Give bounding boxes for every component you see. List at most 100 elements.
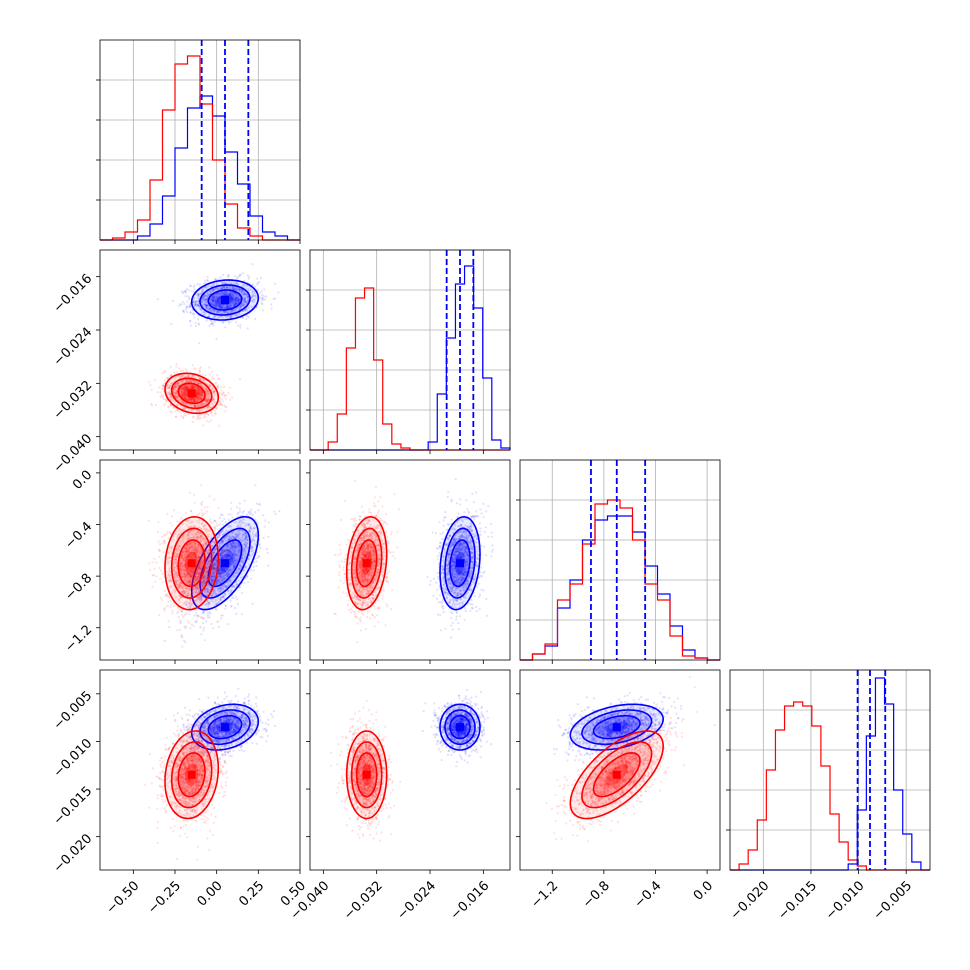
scatter-point <box>205 304 208 307</box>
scatter-point <box>170 374 173 377</box>
scatter-point <box>195 303 198 306</box>
scatter-point <box>213 299 216 302</box>
scatter-point <box>244 300 247 303</box>
scatter-point <box>253 294 257 298</box>
scatter-panel-1-0 <box>96 249 301 454</box>
scatter-point <box>221 307 224 310</box>
scatter-point <box>176 520 179 523</box>
scatter-point <box>243 291 246 294</box>
scatter-point <box>234 293 237 296</box>
scatter-point <box>218 400 221 403</box>
scatter-point <box>242 285 245 288</box>
scatter-point <box>227 293 231 296</box>
scatter-point <box>214 301 217 304</box>
scatter-point <box>199 392 202 395</box>
scatter-point <box>229 513 232 516</box>
scatter-point <box>217 620 220 623</box>
scatter-point <box>216 374 219 377</box>
scatter-point <box>231 287 234 290</box>
scatter-point <box>210 309 213 313</box>
scatter-point <box>246 327 249 330</box>
scatter-point <box>170 411 173 414</box>
scatter-point <box>201 391 204 395</box>
scatter-point <box>238 288 241 291</box>
scatter-point <box>219 306 222 309</box>
scatter-point <box>260 299 264 302</box>
scatter-point <box>188 403 191 406</box>
scatter-point <box>253 298 256 301</box>
scatter-point <box>184 511 188 515</box>
scatter-point <box>216 302 219 306</box>
scatter-point <box>258 543 261 546</box>
scatter-point <box>196 390 199 393</box>
scatter-point <box>205 388 208 391</box>
scatter-point <box>169 521 172 525</box>
scatter-point <box>178 367 181 370</box>
scatter-point <box>205 311 208 315</box>
scatter-point <box>224 405 227 409</box>
scatter-point <box>208 313 211 316</box>
scatter-point <box>227 280 231 283</box>
scatter-point <box>208 307 211 310</box>
scatter-point <box>224 293 227 296</box>
scatter-point <box>198 388 201 391</box>
scatter-point <box>193 386 196 389</box>
scatter-point <box>206 294 209 297</box>
scatter-point <box>183 311 186 314</box>
scatter-point <box>238 289 241 292</box>
scatter-point <box>175 385 178 388</box>
diag-panel-3 <box>726 669 931 874</box>
scatter-point <box>221 282 225 285</box>
scatter-point <box>197 388 200 391</box>
scatter-point <box>194 380 197 383</box>
scatter-point <box>189 320 192 323</box>
scatter-point <box>165 399 168 402</box>
scatter-point <box>198 381 201 384</box>
panel-frame <box>309 249 511 451</box>
scatter-point <box>218 315 221 318</box>
scatter-point <box>232 299 235 302</box>
scatter-point <box>213 295 216 298</box>
scatter-point <box>213 309 216 312</box>
scatter-point <box>219 293 222 296</box>
scatter-point <box>168 387 171 390</box>
scatter-point <box>199 396 202 399</box>
scatter-point <box>212 302 215 305</box>
scatter-point <box>234 300 237 304</box>
scatter-point <box>194 300 197 303</box>
scatter-point <box>217 304 220 307</box>
scatter-point <box>198 389 201 392</box>
scatter-point <box>256 556 259 560</box>
scatter-point <box>236 283 239 286</box>
scatter-point <box>236 512 239 516</box>
scatter-point <box>173 386 176 389</box>
scatter-point <box>183 390 186 393</box>
scatter-point <box>272 297 275 301</box>
scatter-point <box>189 284 192 288</box>
scatter-point <box>214 277 217 281</box>
scatter-point <box>205 304 208 307</box>
scatter-point <box>197 404 200 407</box>
scatter-point <box>237 299 240 302</box>
scatter-point <box>177 304 180 307</box>
scatter-point <box>251 291 254 294</box>
scatter-point <box>173 385 177 388</box>
scatter-point <box>211 295 214 298</box>
scatter-point <box>210 298 213 301</box>
scatter-point <box>222 304 225 307</box>
scatter-point <box>213 298 216 301</box>
scatter-point <box>165 398 168 401</box>
scatter-point <box>230 291 234 294</box>
scatter-point <box>228 306 231 309</box>
scatter-point <box>210 419 213 422</box>
scatter-point <box>229 292 232 295</box>
scatter-point <box>195 619 198 622</box>
scatter-point <box>185 388 188 391</box>
scatter-point <box>262 298 265 301</box>
scatter-point <box>220 293 223 296</box>
scatter-point <box>238 502 241 505</box>
scatter-point <box>174 386 177 389</box>
scatter-point <box>206 304 209 307</box>
scatter-point <box>254 297 257 300</box>
scatter-point <box>206 291 209 294</box>
